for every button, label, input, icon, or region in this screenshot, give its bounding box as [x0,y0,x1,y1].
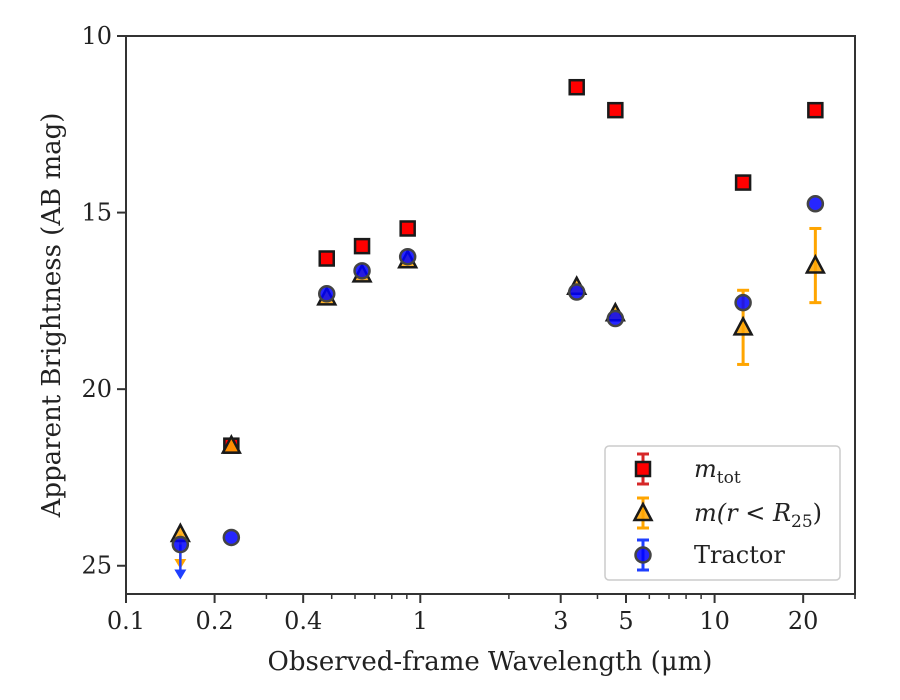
upper-limit-arrow [174,569,187,580]
data-point-triangle [220,434,242,454]
data-point-circle [222,528,241,547]
data-point-circle [567,283,586,301]
y-tick-label: 10 [81,22,112,50]
data-point-circle [398,247,417,266]
data-point-circle [171,535,190,554]
data-point-circle [606,309,625,328]
x-tick-label: 5 [618,607,633,635]
data-point-square [318,250,336,267]
legend: mtot m(r < R25) Tractor [604,445,841,581]
legend-label: Tractor [694,541,785,569]
x-tick-label: 0.4 [284,607,322,635]
legend-frame [604,445,841,581]
legend-label: m(r < R25) [694,499,822,532]
legend-marker-square [634,460,652,478]
data-point-square [734,174,752,191]
y-tick-label: 25 [81,552,112,580]
data-point-square [607,101,624,119]
x-tick-label: 1 [413,607,428,635]
legend-marker-triangle [632,501,654,522]
y-tick-label: 15 [81,199,112,227]
data-point-square [568,78,585,96]
data-point-square [353,237,371,255]
y-axis-title: Apparent Brightness (AB mag) [37,113,67,519]
data-point-circle [806,195,825,213]
data-point-circle [353,262,371,280]
x-tick-label: 0.1 [107,607,145,635]
data-point-circle [318,285,336,303]
x-tick-label: 20 [788,607,819,635]
plot-frame [125,35,856,595]
data-point-square [399,220,416,237]
series-circle [171,195,825,580]
legend-label: mtot [694,455,741,488]
data-point-circle [734,293,752,312]
data-point-triangle [732,315,754,336]
legend-marker-circle [634,546,652,564]
data-point-square [807,101,824,119]
x-tick-label: 10 [699,607,730,635]
x-tick-label: 0.2 [196,607,234,635]
data-point-triangle [804,253,826,274]
x-axis-title: Observed-frame Wavelength (μm) [268,647,713,677]
y-tick-label: 20 [81,375,112,403]
x-tick-label: 3 [553,607,568,635]
